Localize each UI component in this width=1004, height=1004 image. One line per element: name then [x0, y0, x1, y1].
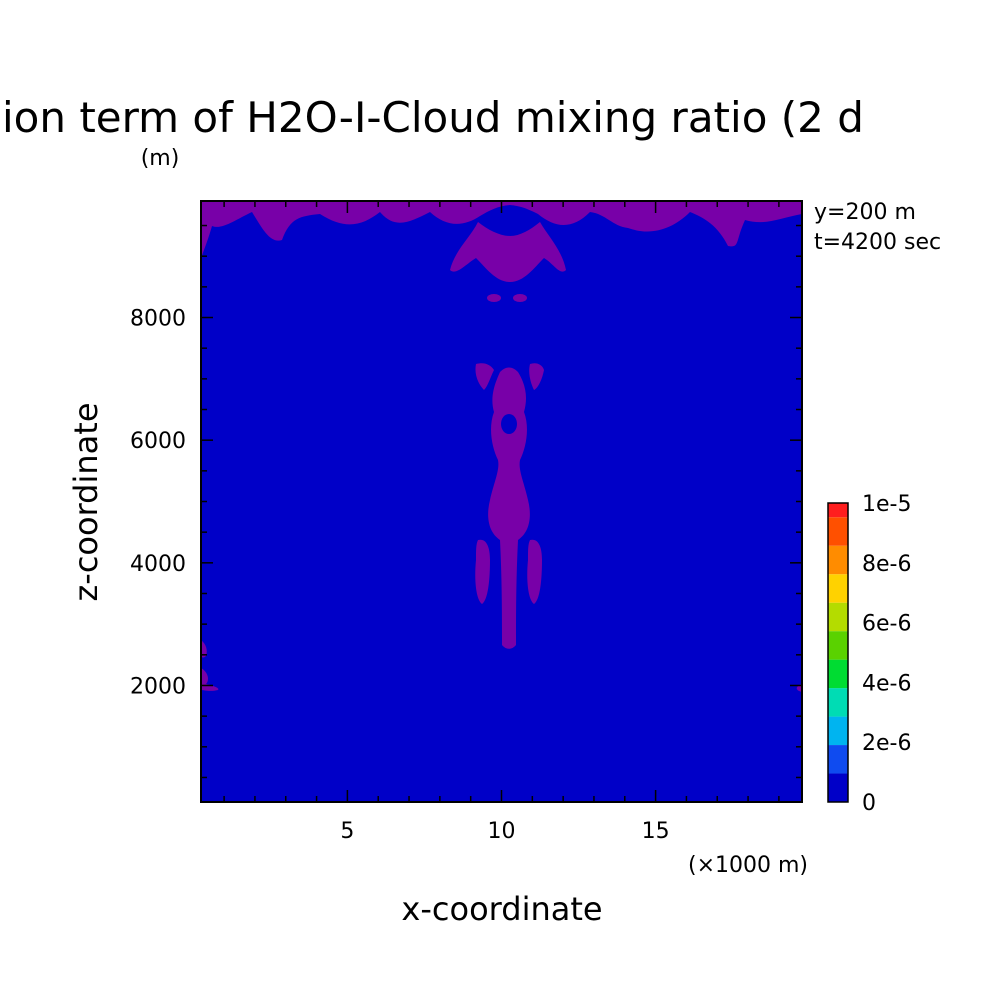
colorbar-swatch [828, 574, 848, 603]
annotation-t: t=4200 sec [814, 230, 941, 255]
contour-region [527, 539, 542, 604]
contour-region [513, 294, 527, 302]
annotation-y: y=200 m [814, 200, 916, 225]
x-tick-label: 15 [642, 819, 670, 844]
contour-region [487, 294, 501, 302]
contour-region [450, 222, 566, 282]
y-tick-label: 4000 [130, 552, 186, 577]
contour-region [529, 363, 544, 390]
x-axis-label: x-coordinate [401, 890, 602, 928]
colorbar-swatch [828, 631, 848, 660]
y-tick-label: 6000 [130, 429, 186, 454]
chart-title: ion term of H2O-I-Cloud mixing ratio (2 … [2, 93, 864, 142]
colorbar-tick-label: 6e-6 [862, 612, 911, 637]
contour-region [475, 363, 494, 390]
contour-region [201, 640, 207, 658]
contour-region [201, 201, 802, 258]
colorbar-tick-label: 8e-6 [862, 552, 911, 577]
axis-ticks: 5 10 15 2000 4000 6000 8000 [130, 201, 802, 844]
plot-area: 5 10 15 2000 4000 6000 8000 [130, 200, 803, 844]
colorbar-swatch [828, 503, 848, 518]
colorbar-swatch [828, 716, 848, 746]
colorbar: 0 2e-6 4e-6 6e-6 8e-6 1e-5 [827, 492, 911, 816]
y-tick-label: 2000 [130, 674, 186, 699]
colorbar-tick-label: 0 [862, 791, 876, 816]
colorbar-swatch [828, 545, 848, 575]
x-tick-label: 5 [340, 819, 354, 844]
contour-region [488, 367, 530, 649]
colorbar-swatch [828, 773, 848, 802]
colorbar-swatch [828, 659, 848, 689]
colorbar-swatch [828, 688, 848, 717]
y-tick-label: 8000 [130, 307, 186, 332]
colorbar-tick-label: 1e-5 [862, 492, 911, 517]
colorbar-frame [827, 502, 849, 803]
contour-region [475, 539, 490, 604]
colorbar-swatch [828, 745, 848, 774]
y-axis-unit: (m) [141, 146, 180, 171]
x-axis-unit: (×1000 m) [688, 853, 808, 878]
contour-region [501, 414, 517, 434]
colorbar-tick-label: 4e-6 [862, 671, 911, 696]
x-tick-label: 10 [488, 819, 516, 844]
y-axis-label: z-coordinate [67, 402, 105, 601]
colorbar-tick-label: 2e-6 [862, 731, 911, 756]
colorbar-swatch [828, 517, 848, 546]
contour-features [201, 201, 802, 692]
colorbar-swatch [828, 602, 848, 632]
